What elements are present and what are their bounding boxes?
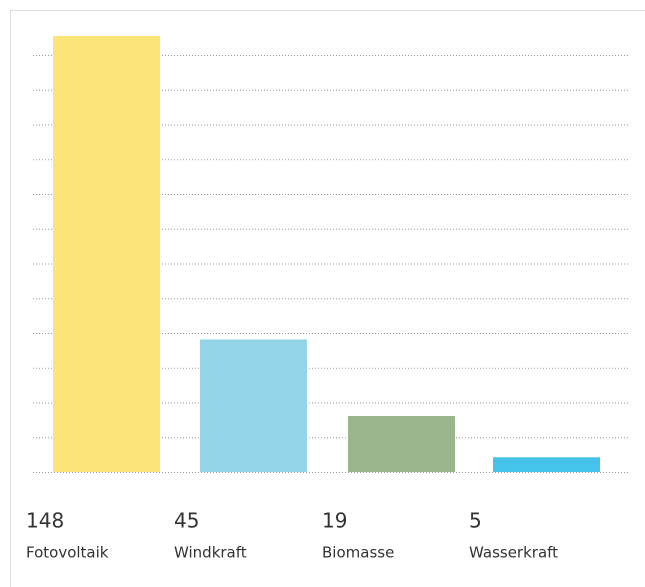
bar xyxy=(53,36,160,472)
category-label: Wasserkraft xyxy=(469,544,558,562)
category-label: Biomasse xyxy=(322,544,394,562)
bar xyxy=(200,339,307,472)
value-label: 5 xyxy=(469,509,482,533)
bar xyxy=(493,457,600,472)
category-label: Windkraft xyxy=(174,544,247,562)
category-label: Fotovoltaik xyxy=(26,544,109,562)
value-label: 45 xyxy=(174,509,199,533)
bar xyxy=(348,416,455,472)
value-label: 19 xyxy=(322,509,347,533)
frame xyxy=(10,10,645,587)
value-label: 148 xyxy=(26,509,64,533)
